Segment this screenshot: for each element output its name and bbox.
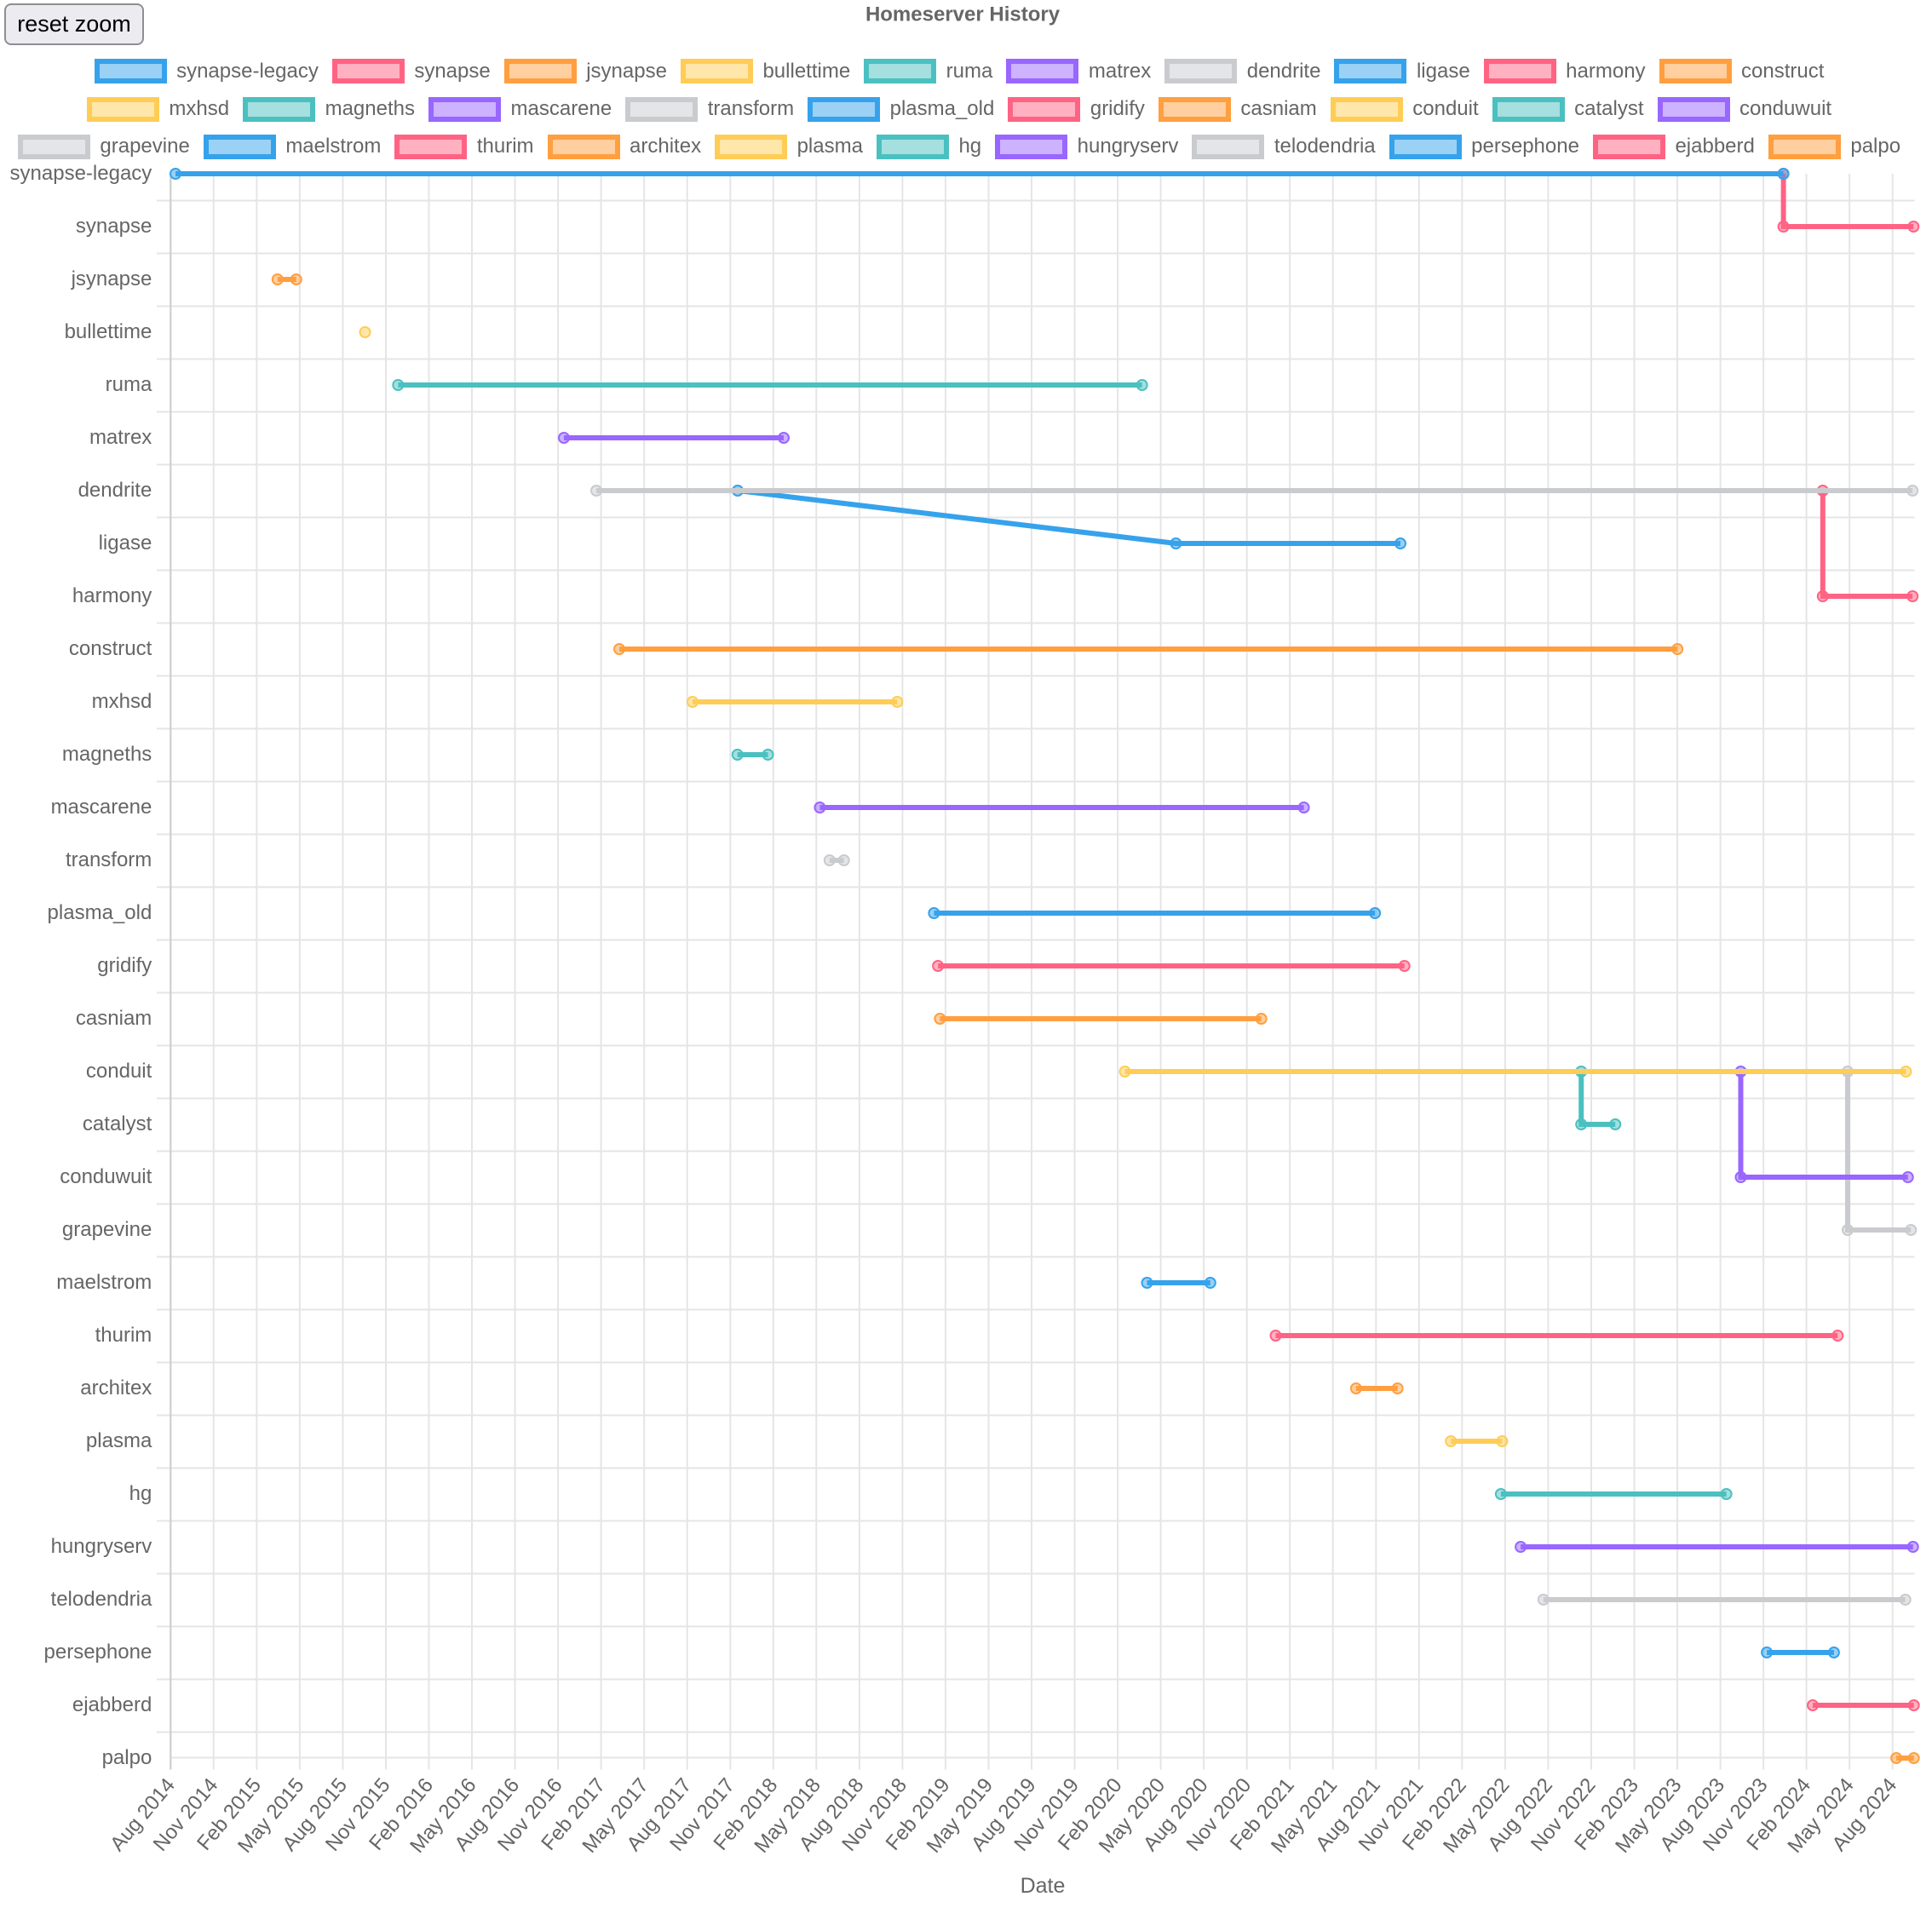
svg-text:hungryserv: hungryserv	[51, 1535, 152, 1558]
svg-text:harmony: harmony	[72, 584, 152, 607]
svg-text:jsynapse: jsynapse	[71, 267, 152, 290]
svg-text:telodendria: telodendria	[51, 1588, 152, 1611]
svg-text:synapse: synapse	[76, 215, 152, 238]
svg-text:mascarene: mascarene	[51, 796, 152, 819]
svg-text:ejabberd: ejabberd	[72, 1693, 152, 1716]
svg-text:catalyst: catalyst	[83, 1112, 152, 1135]
svg-text:bullettime: bullettime	[65, 320, 152, 343]
svg-text:maelstrom: maelstrom	[56, 1271, 152, 1294]
svg-text:grapevine: grapevine	[62, 1218, 152, 1241]
svg-text:architex: architex	[80, 1376, 152, 1399]
svg-text:conduit: conduit	[86, 1060, 152, 1083]
svg-text:conduwuit: conduwuit	[60, 1165, 152, 1188]
svg-text:matrex: matrex	[89, 426, 152, 449]
svg-text:transform: transform	[66, 848, 152, 871]
svg-text:plasma_old: plasma_old	[48, 901, 152, 924]
svg-text:mxhsd: mxhsd	[92, 690, 152, 713]
svg-text:persephone: persephone	[44, 1641, 152, 1664]
svg-text:ligase: ligase	[99, 532, 152, 555]
svg-text:ruma: ruma	[106, 373, 152, 396]
svg-text:Homeserver History: Homeserver History	[865, 3, 1061, 26]
svg-text:thurim: thurim	[95, 1324, 152, 1347]
svg-text:dendrite: dendrite	[78, 479, 152, 502]
svg-text:gridify: gridify	[97, 954, 152, 977]
svg-text:hg: hg	[129, 1482, 152, 1505]
svg-text:Date: Date	[1021, 1874, 1066, 1898]
svg-text:casniam: casniam	[76, 1007, 152, 1030]
svg-text:plasma: plasma	[86, 1429, 152, 1452]
svg-text:magneths: magneths	[62, 743, 152, 766]
svg-text:palpo: palpo	[102, 1746, 152, 1769]
svg-text:synapse-legacy: synapse-legacy	[10, 162, 152, 185]
svg-text:construct: construct	[69, 637, 152, 660]
